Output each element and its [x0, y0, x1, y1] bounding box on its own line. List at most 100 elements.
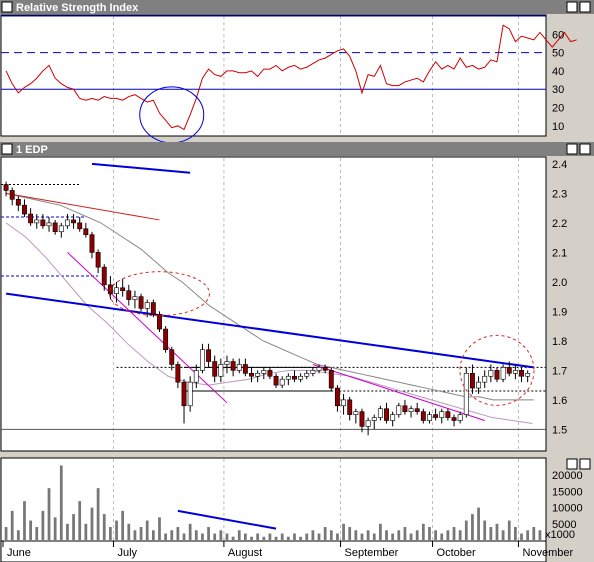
- candle-up: [224, 361, 230, 365]
- candle-up: [408, 408, 414, 412]
- candle-up: [298, 375, 304, 380]
- candle-up: [199, 349, 205, 371]
- trendline-red: [5, 192, 160, 221]
- candle-up: [64, 219, 70, 227]
- candle-up: [482, 375, 488, 383]
- candle-up: [341, 399, 347, 407]
- candle-down: [402, 405, 408, 412]
- price-tick-label: 2.3: [552, 188, 567, 200]
- candle-up: [132, 296, 138, 300]
- candle-up: [285, 375, 291, 380]
- candle-up: [353, 411, 359, 415]
- candle-down: [15, 198, 21, 206]
- x-axis: [0, 540, 547, 562]
- price-tick-label: 2.0: [552, 277, 567, 289]
- candle-down: [230, 361, 236, 371]
- candle-down: [169, 349, 175, 365]
- price-tick-label: 1.9: [552, 306, 567, 318]
- price-restore-icon[interactable]: [1, 143, 13, 155]
- candle-up: [439, 411, 445, 418]
- candle-up: [114, 287, 119, 294]
- month-label: September: [345, 547, 399, 559]
- rsi-tick-label: 30: [552, 84, 564, 96]
- candle-down: [77, 222, 83, 230]
- highlight-ellipse: [108, 271, 210, 317]
- candle-up: [144, 302, 150, 309]
- close-icon[interactable]: [579, 1, 591, 13]
- candle-down: [273, 375, 279, 386]
- rsi-tick-label: 50: [552, 48, 564, 60]
- month-label: October: [437, 547, 476, 559]
- candle-down: [334, 387, 340, 407]
- candle-up: [427, 414, 432, 421]
- candle-down: [157, 314, 162, 330]
- candle-up: [500, 367, 506, 380]
- price-tick-label: 2.4: [552, 159, 567, 171]
- candle-up: [261, 370, 267, 374]
- candle-up: [365, 420, 371, 427]
- long-moving-average: [5, 192, 534, 401]
- price-tick-label: 2.2: [552, 218, 567, 230]
- candle-down: [212, 361, 218, 377]
- candle-down: [120, 287, 126, 292]
- candle-up: [463, 373, 469, 415]
- candle-down: [126, 290, 132, 300]
- candle-down: [267, 370, 273, 377]
- close-icon[interactable]: [579, 143, 591, 155]
- candle-down: [52, 222, 58, 233]
- candle-down: [150, 302, 156, 315]
- candle-down: [89, 234, 95, 253]
- rsi-title: Relative Strength Index: [16, 2, 139, 14]
- candle-down: [242, 364, 248, 374]
- candle-up: [316, 367, 322, 371]
- candle-up: [187, 381, 193, 407]
- restore-icon[interactable]: [566, 458, 578, 470]
- trendline-magenta: [312, 363, 485, 421]
- candle-down: [95, 252, 101, 268]
- price-tick-label: 2.1: [552, 247, 567, 259]
- candle-down: [384, 408, 389, 421]
- candle-down: [22, 204, 27, 215]
- candle-up: [218, 364, 224, 377]
- month-label: August: [228, 547, 262, 559]
- price-plot-area: [0, 156, 547, 452]
- candle-down: [359, 411, 365, 427]
- candle-down: [292, 375, 297, 380]
- candle-down: [40, 219, 46, 227]
- month-label: July: [117, 547, 137, 559]
- candle-down: [494, 370, 500, 380]
- volume-tick-label: 5000: [552, 519, 576, 531]
- candle-up: [390, 414, 396, 421]
- candle-up: [525, 373, 531, 377]
- rsi-tick-label: 40: [552, 66, 564, 78]
- candle-down: [506, 367, 512, 374]
- candle-down: [249, 373, 254, 377]
- candle-down: [175, 364, 181, 383]
- candle-down: [451, 417, 457, 421]
- candle-down: [420, 411, 426, 421]
- candle-down: [163, 328, 169, 351]
- restore-icon[interactable]: [566, 1, 578, 13]
- rsi-tick-label: 10: [552, 121, 564, 133]
- candle-down: [71, 219, 77, 224]
- volume-trendline: [177, 509, 277, 530]
- candle-down: [414, 408, 420, 412]
- candle-down: [445, 411, 451, 418]
- candle-down: [328, 370, 334, 389]
- volume-tick-label: 20000: [552, 470, 583, 482]
- restore-icon[interactable]: [566, 143, 578, 155]
- price-tick-label: 1.8: [552, 336, 567, 348]
- candle-up: [193, 370, 199, 383]
- candle-up: [310, 370, 316, 374]
- close-icon[interactable]: [579, 458, 591, 470]
- candle-down: [322, 367, 328, 371]
- rsi-restore-icon[interactable]: [1, 1, 13, 13]
- volume-multiplier: x1000: [545, 529, 575, 541]
- candle-down: [83, 228, 89, 235]
- candle-up: [34, 219, 40, 224]
- price-title: 1 EDP: [16, 144, 48, 156]
- candle-up: [488, 370, 494, 377]
- candle-up: [255, 373, 261, 377]
- candle-down: [9, 190, 15, 200]
- rsi-tick-label: 20: [552, 103, 564, 115]
